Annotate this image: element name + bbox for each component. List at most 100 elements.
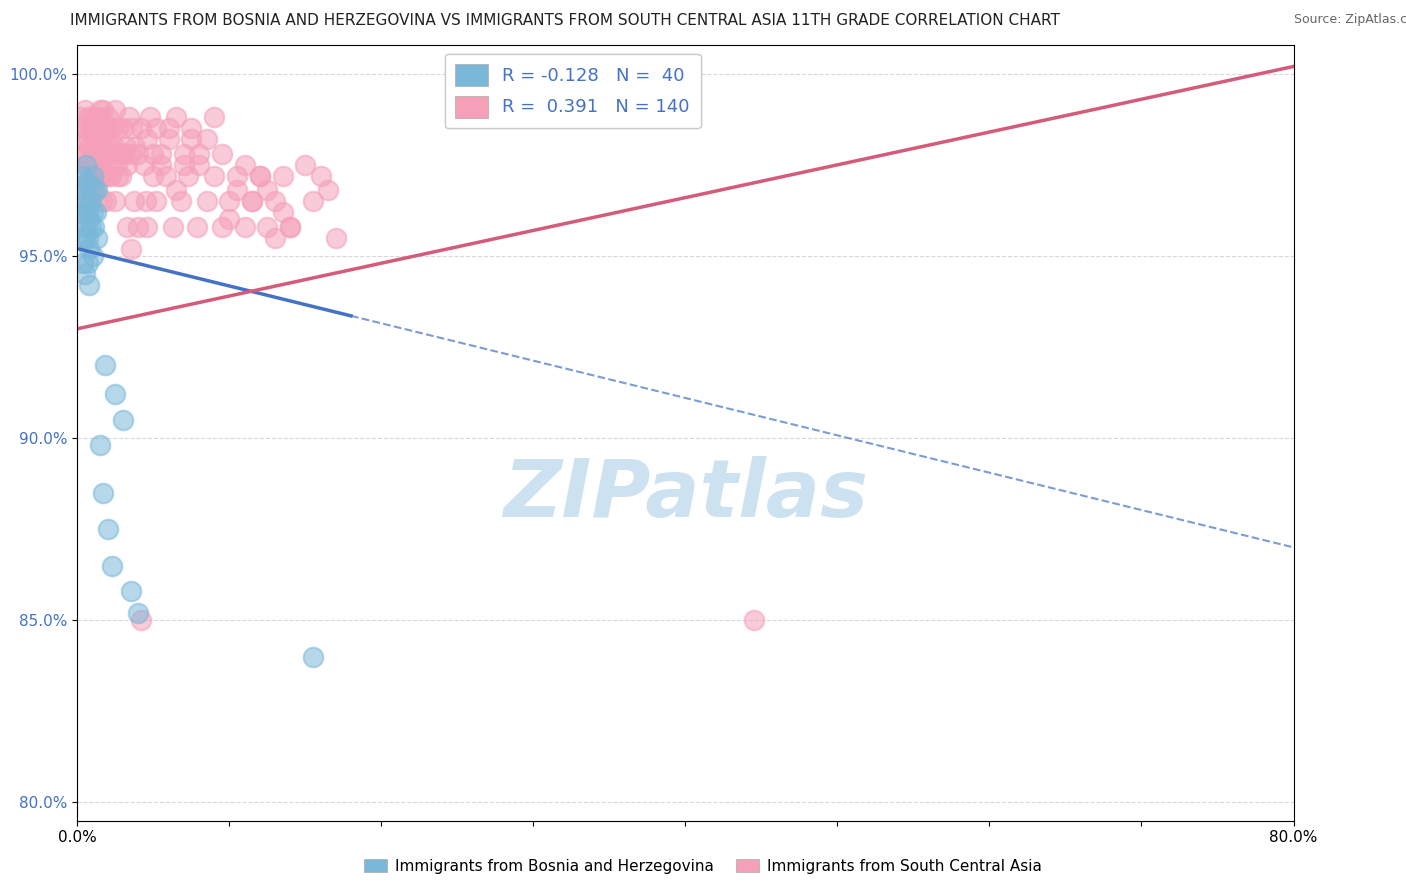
Point xyxy=(149,147,172,161)
Point xyxy=(249,169,271,183)
Point xyxy=(111,147,134,161)
Point xyxy=(104,139,127,153)
Point xyxy=(142,147,165,161)
Point xyxy=(742,613,765,627)
Point xyxy=(134,158,156,172)
Point xyxy=(218,194,240,209)
Point xyxy=(89,103,111,118)
Point xyxy=(316,183,339,197)
Point xyxy=(233,158,256,172)
Point xyxy=(233,219,256,234)
Point xyxy=(75,158,97,172)
Point xyxy=(173,158,195,172)
Point xyxy=(145,194,167,209)
Point xyxy=(105,158,128,172)
Point xyxy=(77,132,100,146)
Point xyxy=(89,132,111,146)
Point xyxy=(264,230,287,244)
Point xyxy=(170,194,193,209)
Point xyxy=(91,103,114,118)
Point xyxy=(195,194,218,209)
Point xyxy=(75,176,97,190)
Point xyxy=(72,230,94,244)
Point xyxy=(69,111,91,125)
Point xyxy=(117,219,139,234)
Point xyxy=(101,121,124,136)
Point xyxy=(110,169,132,183)
Legend: Immigrants from Bosnia and Herzegovina, Immigrants from South Central Asia: Immigrants from Bosnia and Herzegovina, … xyxy=(359,853,1047,880)
Point xyxy=(264,194,287,209)
Point xyxy=(93,121,115,136)
Point xyxy=(77,158,100,172)
Point xyxy=(73,230,96,244)
Point xyxy=(97,169,120,183)
Point xyxy=(108,147,131,161)
Point xyxy=(75,194,97,209)
Point xyxy=(271,205,294,219)
Point xyxy=(86,121,108,136)
Point xyxy=(278,219,301,234)
Point xyxy=(84,183,107,197)
Point xyxy=(89,438,111,452)
Point xyxy=(118,111,141,125)
Point xyxy=(127,147,149,161)
Point xyxy=(97,522,120,536)
Point xyxy=(89,147,111,161)
Point xyxy=(107,169,129,183)
Point xyxy=(80,194,103,209)
Point xyxy=(111,413,134,427)
Point xyxy=(202,169,225,183)
Point xyxy=(79,176,101,190)
Point xyxy=(87,111,110,125)
Point xyxy=(120,147,142,161)
Point xyxy=(117,158,139,172)
Point xyxy=(83,183,105,197)
Point xyxy=(73,176,96,190)
Point xyxy=(188,158,211,172)
Point xyxy=(69,183,91,197)
Text: IMMIGRANTS FROM BOSNIA AND HERZEGOVINA VS IMMIGRANTS FROM SOUTH CENTRAL ASIA 11T: IMMIGRANTS FROM BOSNIA AND HERZEGOVINA V… xyxy=(70,13,1060,29)
Point xyxy=(240,194,263,209)
Point xyxy=(165,183,187,197)
Point xyxy=(129,613,152,627)
Point xyxy=(90,147,112,161)
Point xyxy=(325,230,347,244)
Point xyxy=(142,169,165,183)
Point xyxy=(70,169,93,183)
Point xyxy=(79,139,101,153)
Point xyxy=(173,147,195,161)
Point xyxy=(75,121,97,136)
Point xyxy=(186,219,208,234)
Point xyxy=(83,121,105,136)
Point xyxy=(129,121,152,136)
Point xyxy=(180,132,202,146)
Point xyxy=(107,121,129,136)
Point xyxy=(302,194,325,209)
Point xyxy=(73,205,96,219)
Point xyxy=(226,169,249,183)
Point xyxy=(82,169,104,183)
Point xyxy=(136,132,159,146)
Point xyxy=(256,219,278,234)
Point xyxy=(77,205,100,219)
Point xyxy=(79,212,101,227)
Point xyxy=(240,194,263,209)
Point xyxy=(80,147,103,161)
Point xyxy=(70,212,93,227)
Point xyxy=(162,219,184,234)
Point xyxy=(80,183,103,197)
Point xyxy=(82,169,104,183)
Point xyxy=(82,205,104,219)
Point xyxy=(72,194,94,209)
Point xyxy=(120,584,142,599)
Point xyxy=(91,169,114,183)
Point xyxy=(302,649,325,664)
Point xyxy=(84,169,107,183)
Point xyxy=(86,158,108,172)
Point xyxy=(77,256,100,270)
Point xyxy=(111,121,134,136)
Point xyxy=(73,103,96,118)
Point xyxy=(188,147,211,161)
Point xyxy=(77,230,100,244)
Point xyxy=(93,147,115,161)
